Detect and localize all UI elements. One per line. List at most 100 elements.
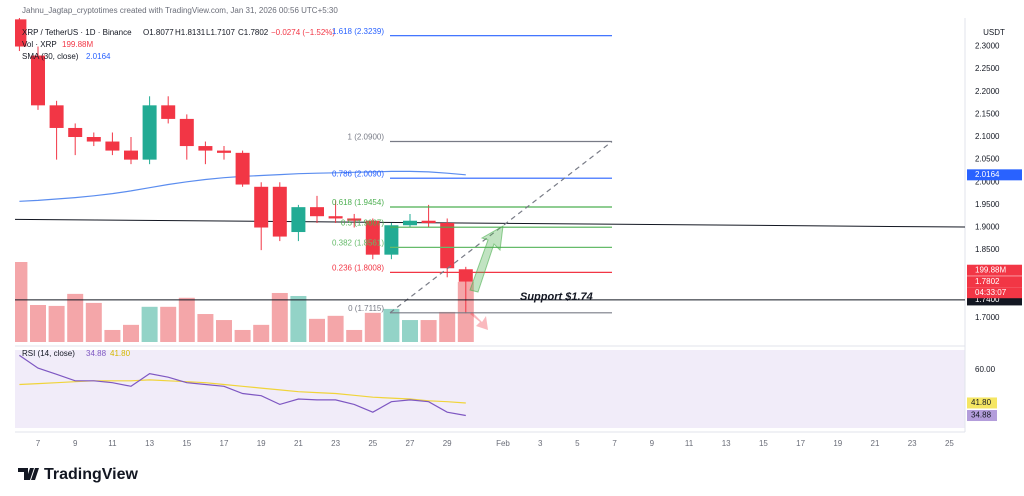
sma-legend-value: 2.0164	[86, 52, 111, 61]
volume-legend-value: 199.88M	[62, 40, 93, 49]
volume-bar	[178, 297, 195, 342]
x-tick-label: 5	[575, 439, 580, 448]
y-tick-label: 2.2500	[975, 64, 1000, 73]
x-tick-label: 25	[945, 439, 954, 448]
volume-bar	[15, 262, 28, 342]
candle-body	[440, 222, 455, 269]
x-tick-label: 17	[220, 439, 229, 448]
change: −0.0274 (−1.52%)	[271, 28, 335, 37]
x-tick-label: 9	[650, 439, 655, 448]
x-tick-label: 9	[73, 439, 78, 448]
rsi-ma-legend-value: 41.80	[110, 349, 131, 358]
fib-label: 0 (1.7115)	[348, 304, 384, 313]
projection-line	[389, 141, 613, 314]
candle-body	[217, 150, 231, 153]
y-tick-label: 1.9500	[975, 200, 1000, 209]
y-tick-label: 2.1500	[975, 109, 1000, 118]
x-tick-label: 15	[759, 439, 768, 448]
candle-body	[31, 55, 45, 106]
x-tick-label: 11	[108, 439, 117, 448]
volume-bar	[402, 320, 418, 342]
candle-body	[384, 225, 399, 255]
x-tick-label: 21	[871, 439, 880, 448]
volume-tag-label: 199.88M	[975, 265, 1006, 274]
x-tick-label: 19	[833, 439, 842, 448]
y-tick-label: 2.2000	[975, 87, 1000, 96]
price-tag-label: 1.7400	[975, 295, 1000, 304]
price-pane	[15, 18, 965, 342]
candle-body	[403, 220, 417, 226]
candle-body	[198, 146, 213, 151]
volume-bar	[309, 318, 325, 342]
ohlc-high: H1.8131	[175, 28, 206, 37]
trendline	[15, 218, 965, 228]
candle-body	[105, 141, 120, 151]
rsi-panel	[15, 350, 965, 428]
price-tag-label: 2.0164	[975, 170, 1000, 179]
candle-body	[421, 220, 436, 223]
x-tick-label: 19	[257, 439, 266, 448]
fib-label: 1.618 (2.3239)	[332, 27, 384, 36]
candle-body	[291, 207, 306, 233]
candle-body	[235, 152, 250, 185]
fib-label: 0.786 (2.0090)	[332, 169, 384, 178]
x-tick-label: 23	[331, 439, 340, 448]
volume-bar	[383, 308, 400, 342]
volume-bar	[123, 324, 139, 342]
x-tick-label: 3	[538, 439, 543, 448]
volume-bar	[85, 302, 102, 342]
candle-body	[142, 105, 157, 160]
candle-body	[328, 216, 343, 219]
rsi-legend-value: 34.88	[86, 349, 107, 358]
fib-label: 0.236 (1.8008)	[332, 264, 384, 273]
volume-tag	[967, 264, 1022, 276]
x-tick-label: 25	[368, 439, 377, 448]
candle-body	[179, 118, 194, 147]
fib-label: 0.382 (1.8561)	[332, 238, 384, 247]
rsi-tag	[967, 397, 997, 409]
candle-body	[458, 269, 473, 282]
x-tick-label: Feb	[496, 439, 510, 448]
y-tick-label: 2.1000	[975, 132, 1000, 141]
volume-bar	[104, 329, 121, 342]
volume-bar	[364, 312, 381, 342]
rsi-tag-label: 41.80	[971, 398, 992, 407]
down-arrow	[470, 312, 488, 330]
volume-legend: Vol · XRP	[22, 40, 57, 49]
volume-bar	[141, 306, 158, 342]
x-tick-label: 7	[612, 439, 617, 448]
candle-body	[254, 186, 269, 228]
x-tick-label: 15	[182, 439, 191, 448]
x-tick-label: 13	[722, 439, 731, 448]
ohlc-close: C1.7802	[238, 28, 269, 37]
ohlc-open: O1.8077	[143, 28, 174, 37]
candle-body	[15, 19, 27, 47]
volume-bar	[253, 324, 270, 342]
volume-bar	[234, 329, 251, 342]
volume-bar	[271, 292, 288, 342]
currency: USDT	[983, 28, 1005, 37]
y-tick-label: 1.8500	[975, 245, 1000, 254]
candle-body	[365, 220, 380, 255]
countdown-tag	[967, 287, 1022, 299]
rsi-tick-label: 60.00	[975, 365, 996, 374]
volume-bar	[216, 320, 232, 342]
volume-bar	[346, 329, 363, 342]
rsi-legend: RSI (14, close)	[22, 349, 75, 358]
volume-bar	[290, 295, 307, 342]
rsi-tag-label: 34.88	[971, 411, 992, 420]
rsi-tag	[967, 410, 997, 422]
ohlc-low: L1.7107	[206, 28, 235, 37]
volume-bar	[420, 320, 437, 342]
fib-label: 0.5 (1.9007)	[341, 218, 384, 227]
x-tick-label: 17	[796, 439, 805, 448]
x-tick-label: 21	[294, 439, 303, 448]
y-tick-label: 1.7000	[975, 313, 1000, 322]
support-label: Support $1.74	[520, 291, 593, 303]
y-tick-label: 1.9000	[975, 223, 1000, 232]
volume-bar	[197, 314, 214, 342]
candle-body	[124, 150, 138, 160]
x-tick-label: 13	[145, 439, 154, 448]
